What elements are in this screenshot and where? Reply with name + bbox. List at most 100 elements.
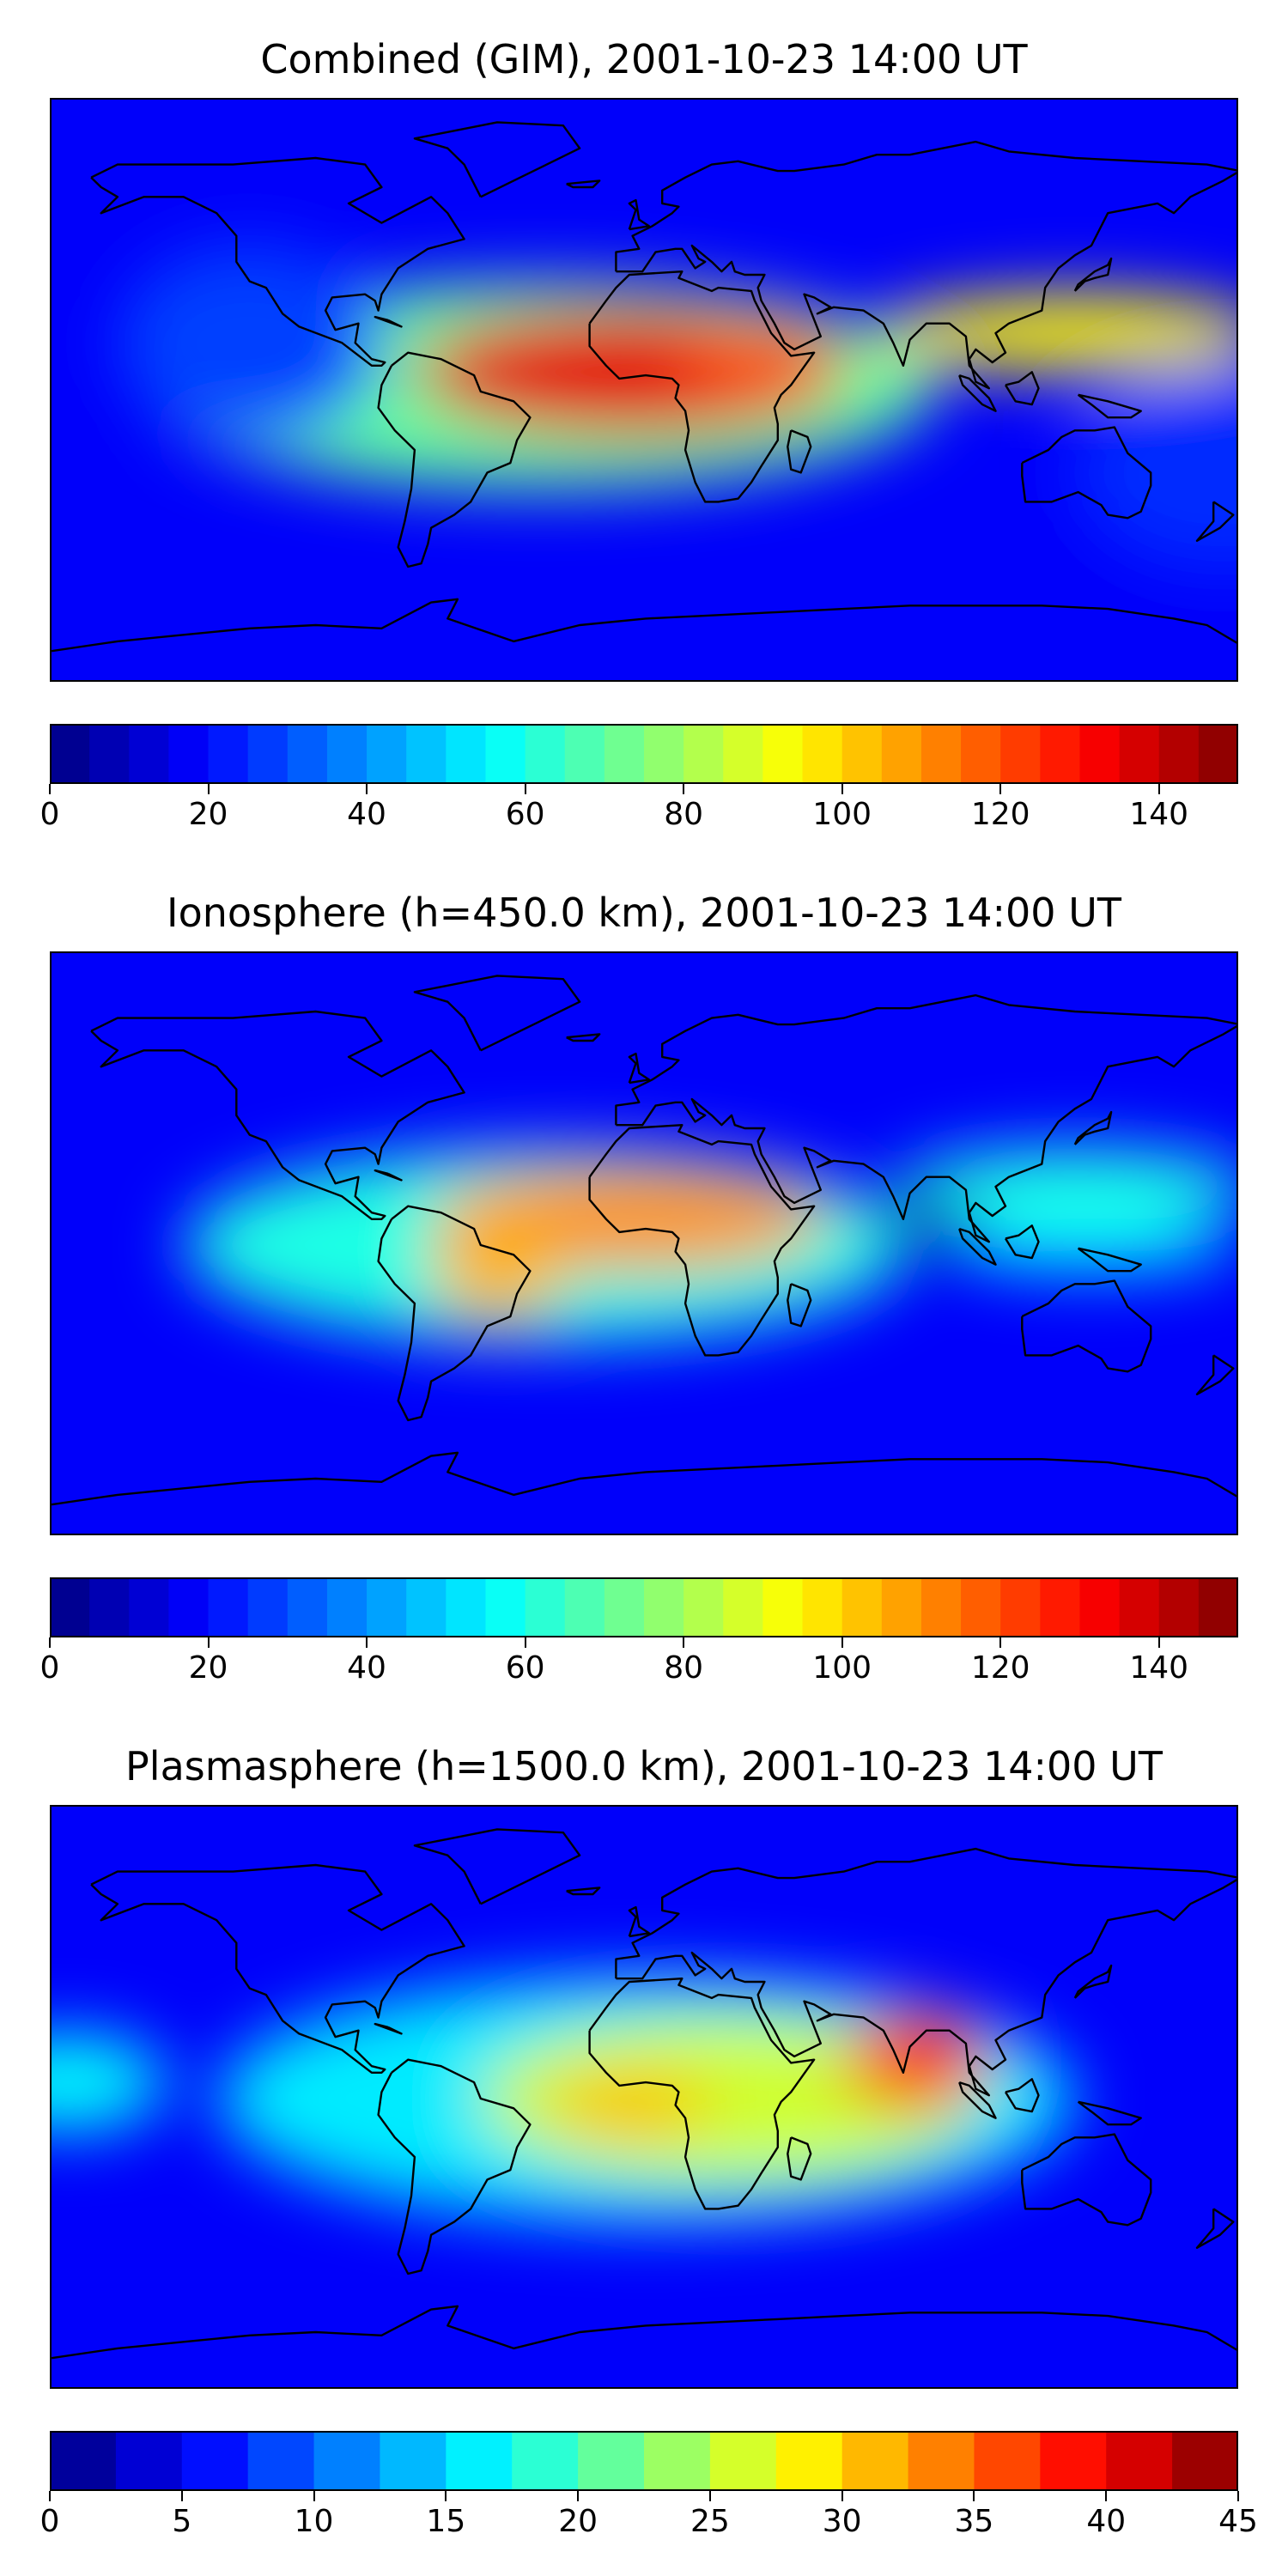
tick-label: 140: [1129, 1650, 1189, 1686]
colorbar-level-7: [512, 2431, 579, 2491]
colorbar-level-19: [802, 724, 843, 784]
colorbar-level-1: [115, 2431, 183, 2491]
tick-mark: [1157, 784, 1160, 794]
colorbar-level-15: [644, 1577, 684, 1637]
tick-label: 15: [426, 2504, 466, 2539]
tick-label: 80: [664, 797, 704, 832]
tick-label: 0: [39, 797, 60, 832]
colorbar-level-15: [1040, 2431, 1107, 2491]
tick-label: 120: [970, 797, 1030, 832]
tick-mark: [841, 784, 843, 794]
tick-mark: [841, 1637, 843, 1648]
colorbar-level-13: [564, 724, 605, 784]
tick-mark: [49, 2491, 51, 2501]
coastline-11: [1077, 393, 1142, 419]
colorbar-2: [50, 2431, 1238, 2491]
colorbar-level-20: [841, 1577, 883, 1637]
coastline-6: [52, 598, 1236, 653]
tick-mark: [366, 1637, 368, 1648]
colorbar-level-16: [683, 1577, 724, 1637]
coastline-6: [52, 1451, 1236, 1506]
tick-label: 120: [970, 1650, 1030, 1686]
coastline-3: [588, 270, 816, 503]
colorbar-level-13: [908, 2431, 975, 2491]
colorbar-level-9: [406, 724, 447, 784]
colorbar-frame: [50, 2431, 1238, 2491]
tick-mark: [49, 784, 51, 794]
map-svg-2: [52, 1807, 1236, 2387]
tick-label: 100: [812, 1650, 872, 1686]
tick-mark: [445, 2491, 447, 2501]
tick-label: 25: [690, 2504, 730, 2539]
colorbar-level-5: [247, 1577, 289, 1637]
tick-mark: [708, 2491, 711, 2501]
colorbar-level-2: [129, 1577, 169, 1637]
tick-mark: [1237, 2491, 1239, 2501]
tick-mark: [999, 784, 1002, 794]
tick-mark: [1105, 2491, 1108, 2501]
colorbar-level-19: [802, 1577, 843, 1637]
colorbar-level-1: [89, 1577, 130, 1637]
coastline-1: [413, 121, 581, 198]
colorbar-level-5: [247, 724, 289, 784]
coastline-15: [1195, 1354, 1235, 1395]
colorbar-level-25: [1040, 1577, 1081, 1637]
colorbar-level-6: [287, 1577, 328, 1637]
coastline-14: [566, 1886, 601, 1896]
tick-label: 10: [294, 2504, 334, 2539]
coastline-7: [628, 1052, 650, 1084]
coastline-14: [566, 1033, 601, 1042]
tick-mark: [683, 784, 685, 794]
tick-label: 20: [188, 1650, 228, 1686]
coastline-9: [958, 2081, 997, 2119]
tick-mark: [313, 2491, 315, 2501]
tick-mark: [1157, 1637, 1160, 1648]
map-svg-1: [52, 953, 1236, 1534]
colorbar-level-27: [1119, 1577, 1160, 1637]
tick-label: 30: [822, 2504, 862, 2539]
tick-mark: [973, 2491, 975, 2501]
tick-mark: [577, 2491, 580, 2501]
tick-label: 60: [505, 797, 545, 832]
tick-mark: [207, 784, 210, 794]
coastline-1: [413, 975, 581, 1052]
colorbar-level-10: [446, 1577, 487, 1637]
tick-mark: [683, 1637, 685, 1648]
coastline-0: [90, 1863, 465, 2074]
tick-label: 140: [1129, 797, 1189, 832]
colorbar-level-14: [974, 2431, 1041, 2491]
coastline-4: [615, 140, 1236, 390]
coastline-12: [787, 1283, 812, 1327]
colorbar-level-20: [841, 724, 883, 784]
colorbar-level-14: [604, 1577, 645, 1637]
tec-region-2: [678, 319, 844, 398]
colorbar-level-16: [1106, 2431, 1173, 2491]
coastline-15: [1195, 2208, 1235, 2249]
tec-region-2: [431, 1222, 563, 1320]
colorbar-level-22: [920, 1577, 962, 1637]
colorbar-level-8: [367, 724, 407, 784]
colorbar-level-13: [564, 1577, 605, 1637]
coastline-5: [1021, 2133, 1152, 2227]
colorbar-ticks-0: 0 20 40 60 80 100 120 140: [40, 784, 1238, 844]
colorbar-level-14: [604, 724, 645, 784]
tick-mark: [999, 1637, 1002, 1648]
colorbar-level-12: [525, 724, 566, 784]
coastline-1: [413, 1828, 581, 1905]
coastline-4: [615, 993, 1236, 1243]
tick-label: 0: [39, 2504, 60, 2539]
map-panel-0: [50, 98, 1238, 682]
tick-label: 35: [954, 2504, 994, 2539]
colorbar-level-27: [1119, 724, 1160, 784]
tec-region-4: [943, 1218, 1236, 1272]
coastline-13: [374, 1169, 403, 1182]
colorbar-ticks-2: 0 5 10 15 20 25 30 35 40 45: [40, 2491, 1258, 2551]
coastline-13: [374, 2022, 403, 2035]
colorbar-level-7: [326, 724, 368, 784]
colorbar-level-22: [920, 724, 962, 784]
coastline-10: [1004, 371, 1040, 406]
colorbar-level-0: [50, 724, 90, 784]
map-svg-0: [52, 100, 1236, 680]
coastline-0: [90, 156, 465, 367]
tec-region-2: [546, 2072, 712, 2138]
